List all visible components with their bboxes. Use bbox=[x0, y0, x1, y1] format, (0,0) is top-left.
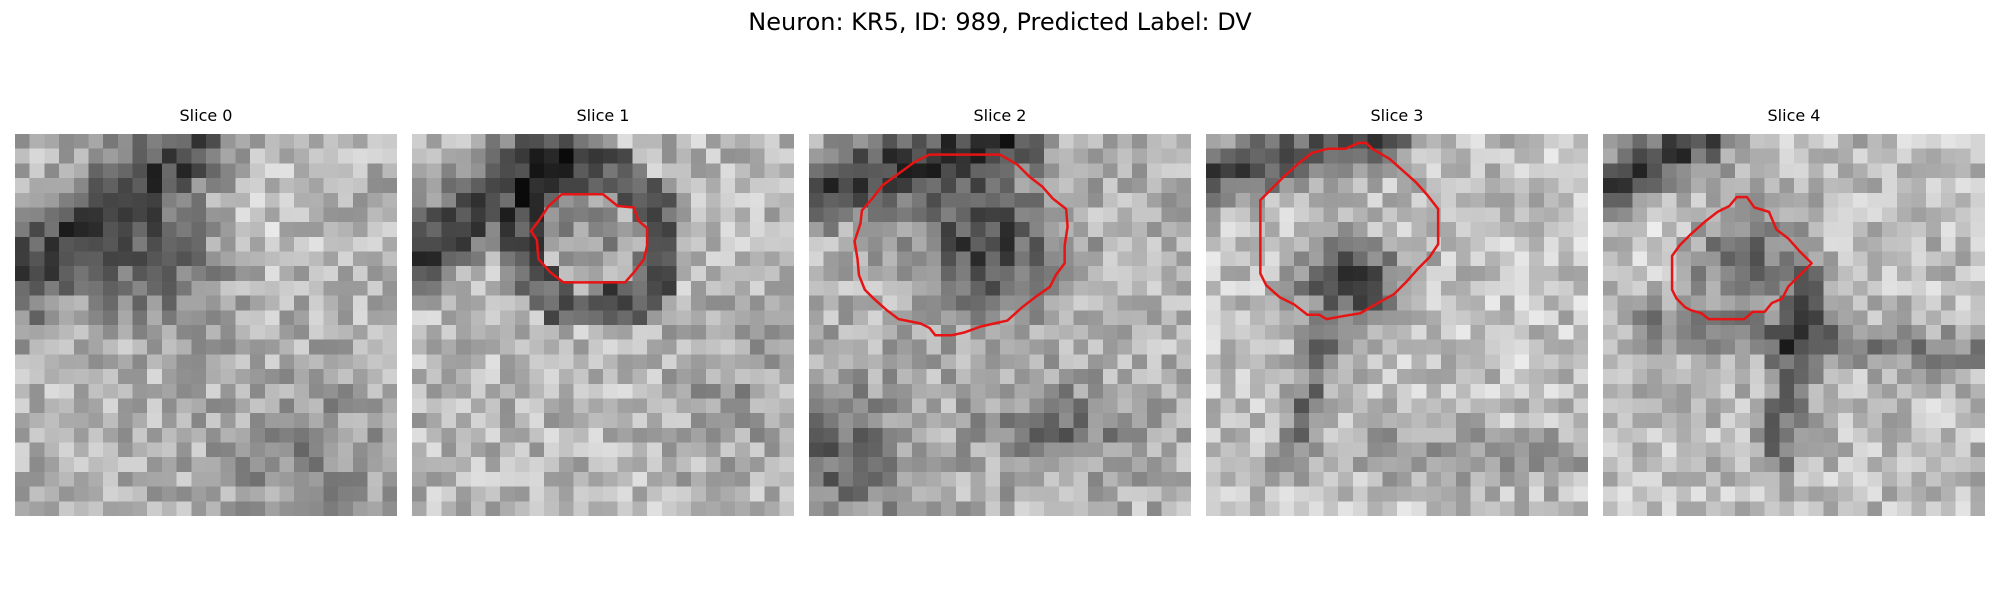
segmentation-contour bbox=[1670, 195, 1813, 321]
figure-title: Neuron: KR5, ID: 989, Predicted Label: D… bbox=[748, 8, 1252, 36]
contour-overlay bbox=[15, 134, 397, 516]
slice-title: Slice 4 bbox=[1767, 106, 1821, 125]
microscopy-image bbox=[1206, 134, 1588, 516]
microscopy-image bbox=[1603, 134, 1985, 516]
segmentation-contour bbox=[529, 192, 649, 284]
microscopy-image bbox=[15, 134, 397, 516]
contour-overlay bbox=[1259, 141, 1440, 321]
contour-overlay bbox=[853, 153, 1069, 337]
slice-title: Slice 3 bbox=[1370, 106, 1424, 125]
slice-title: Slice 1 bbox=[576, 106, 630, 125]
contour-overlay bbox=[1670, 195, 1813, 321]
segmentation-contour bbox=[853, 153, 1069, 337]
segmentation-contour bbox=[1259, 141, 1440, 321]
slice-title: Slice 0 bbox=[179, 106, 233, 125]
slice-title: Slice 2 bbox=[973, 106, 1027, 125]
microscopy-image bbox=[412, 134, 794, 516]
contour-overlay bbox=[529, 192, 649, 284]
